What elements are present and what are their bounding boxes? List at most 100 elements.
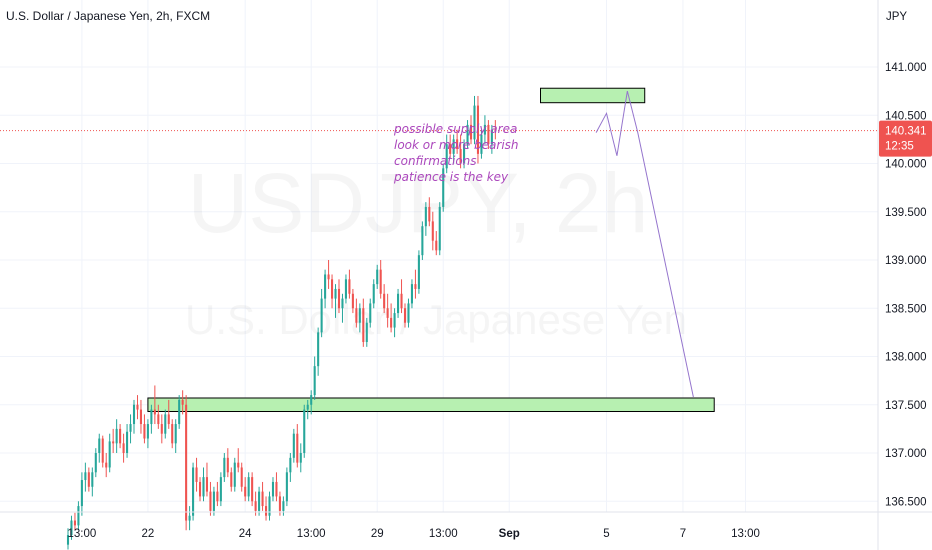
candle[interactable] — [209, 481, 212, 516]
candle[interactable] — [132, 399, 136, 434]
candle[interactable] — [230, 467, 233, 492]
candle[interactable] — [285, 467, 288, 507]
y-axis[interactable]: JPY 141.000 140.500 140.000 139.500 139.000 13… — [877, 0, 927, 550]
candle[interactable] — [192, 462, 195, 521]
candle[interactable] — [115, 419, 118, 453]
candle[interactable] — [66, 528, 70, 550]
candle[interactable] — [174, 419, 177, 453]
candle[interactable] — [205, 462, 209, 497]
candle[interactable] — [428, 197, 431, 227]
y-tick-label[interactable]: 140.500 — [885, 110, 927, 122]
candle[interactable] — [341, 293, 344, 323]
candle[interactable] — [473, 95, 476, 145]
candle[interactable] — [390, 303, 393, 333]
candle[interactable] — [198, 477, 202, 502]
candle[interactable] — [129, 414, 132, 444]
candle[interactable] — [410, 279, 413, 309]
candle[interactable] — [101, 435, 104, 468]
candle[interactable] — [344, 274, 347, 304]
candle[interactable] — [226, 448, 229, 478]
candle[interactable] — [251, 472, 254, 507]
candle[interactable] — [139, 399, 143, 434]
candle[interactable] — [271, 477, 275, 502]
candle[interactable] — [303, 404, 306, 458]
candle[interactable] — [70, 515, 73, 540]
candle[interactable] — [449, 134, 452, 159]
y-tick-label[interactable]: 136.500 — [885, 496, 927, 508]
candle[interactable] — [459, 134, 462, 169]
candle[interactable] — [417, 250, 420, 294]
x-tick-label[interactable]: Sep — [499, 528, 520, 540]
candle[interactable] — [421, 221, 424, 260]
candle[interactable] — [331, 274, 334, 309]
candle[interactable] — [362, 298, 365, 347]
candle[interactable] — [296, 424, 299, 468]
y-tick-label[interactable]: 137.000 — [885, 448, 927, 460]
candle[interactable] — [195, 457, 198, 492]
candle[interactable] — [327, 260, 330, 289]
candle[interactable] — [268, 491, 271, 521]
candle[interactable] — [379, 260, 382, 299]
candle[interactable] — [480, 129, 483, 159]
x-tick-label[interactable]: 24 — [239, 528, 252, 540]
x-tick-label[interactable]: 22 — [142, 528, 155, 540]
candle[interactable] — [414, 269, 417, 299]
x-axis[interactable]: 13:00 22 24 13:00 29 13:00 Sep 5 7 13:00 — [0, 511, 932, 540]
candle[interactable] — [181, 390, 184, 415]
candle[interactable] — [247, 472, 250, 502]
candle[interactable] — [466, 120, 469, 150]
x-tick-label[interactable]: 29 — [371, 528, 384, 540]
candle[interactable] — [376, 264, 379, 289]
candle[interactable] — [136, 395, 139, 420]
y-tick-label[interactable]: 137.500 — [885, 400, 927, 412]
candle[interactable] — [320, 288, 323, 338]
candle[interactable] — [282, 496, 285, 516]
candle[interactable] — [122, 433, 125, 463]
candle[interactable] — [289, 453, 292, 482]
candle[interactable] — [216, 481, 219, 507]
candle[interactable] — [202, 467, 205, 502]
candle[interactable] — [275, 472, 278, 502]
candle[interactable] — [178, 395, 181, 429]
candle[interactable] — [431, 211, 434, 251]
y-tick-label[interactable]: 138.500 — [885, 303, 927, 315]
candle[interactable] — [424, 202, 427, 236]
candle[interactable] — [244, 477, 247, 502]
candle[interactable] — [77, 501, 80, 531]
candle[interactable] — [372, 279, 375, 309]
y-tick-label[interactable]: 140.000 — [885, 159, 927, 171]
candle[interactable] — [383, 284, 386, 314]
candle[interactable] — [91, 467, 94, 497]
candle[interactable] — [164, 409, 167, 439]
candle[interactable] — [223, 453, 226, 482]
candle[interactable] — [150, 404, 153, 434]
candle[interactable] — [442, 163, 445, 212]
candle[interactable] — [393, 308, 396, 338]
candle[interactable] — [126, 424, 129, 458]
candle[interactable] — [233, 457, 236, 492]
candle[interactable] — [160, 414, 163, 444]
candle[interactable] — [171, 419, 174, 449]
candle[interactable] — [324, 269, 327, 309]
candle[interactable] — [73, 512, 76, 531]
candle[interactable] — [299, 443, 302, 473]
candle[interactable] — [483, 115, 486, 145]
x-tick-label[interactable]: 13:00 — [429, 528, 458, 540]
x-tick-label[interactable]: 13:00 — [68, 528, 97, 540]
candle[interactable] — [143, 414, 146, 444]
candle[interactable] — [112, 428, 115, 453]
candle[interactable] — [94, 448, 97, 478]
candle[interactable] — [435, 231, 438, 256]
candle[interactable] — [348, 269, 351, 299]
candle[interactable] — [80, 472, 83, 516]
candle[interactable] — [264, 496, 268, 521]
candle[interactable] — [310, 390, 313, 415]
candle[interactable] — [105, 453, 108, 478]
candle[interactable] — [445, 134, 448, 174]
candle[interactable] — [365, 317, 368, 347]
candle[interactable] — [358, 303, 361, 333]
candle[interactable] — [108, 433, 111, 473]
y-tick-label[interactable]: 141.000 — [885, 62, 927, 74]
candle[interactable] — [452, 134, 455, 164]
candle[interactable] — [84, 462, 87, 492]
